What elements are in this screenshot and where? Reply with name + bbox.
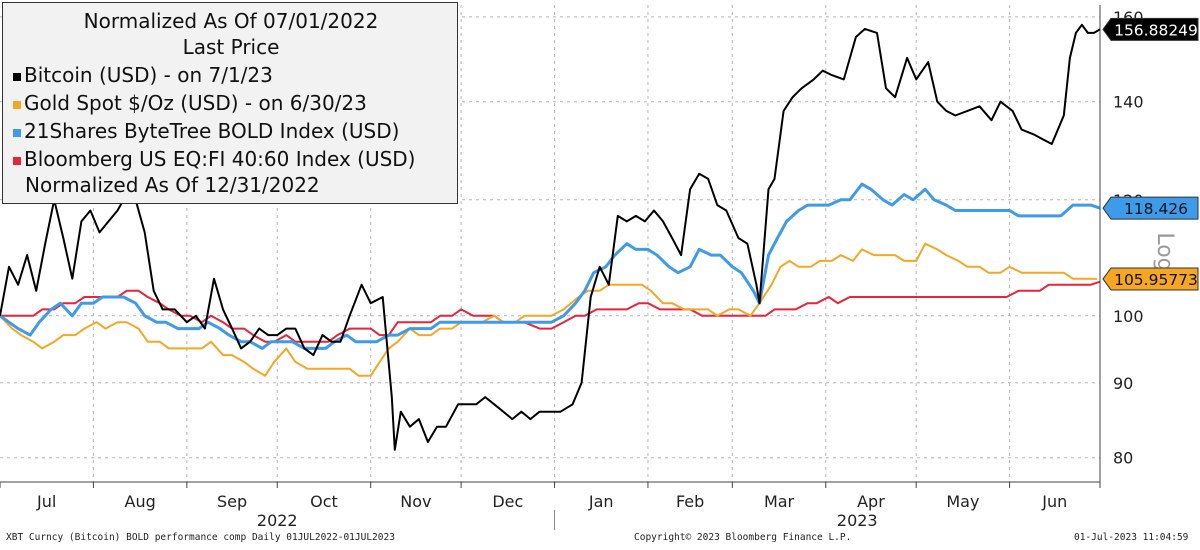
legend-label-bitcoin: Bitcoin (USD) - on 7/1/23 [24, 63, 273, 87]
legend-swatch-bold [13, 128, 21, 137]
year-label-2022: 2022 [257, 511, 298, 530]
legend-entry-gold: Gold Spot $/Oz (USD) - on 6/30/23 [3, 91, 459, 115]
x-tick-label-feb: Feb [676, 492, 704, 511]
legend-swatch-bitcoin [13, 72, 21, 81]
legend-title: Normalized As Of 07/01/2022 [83, 9, 379, 33]
axes: 8090100120140160JulAugSepOctNovDecJanFeb… [0, 5, 1199, 530]
x-tick-label-dec: Dec [492, 492, 523, 511]
last-value-tag-bold: 118.426 [1102, 196, 1199, 220]
x-tick-label-jul: Jul [36, 492, 56, 511]
series-line-bold [0, 182, 1101, 350]
legend-subtitle: Last Price [182, 35, 280, 59]
footer-center: Copyright© 2023 Bloomberg Finance L.P. [634, 532, 852, 543]
footer-right: 01-Jul-2023 11:04:59 [1074, 532, 1189, 543]
year-label-2023: 2023 [837, 511, 878, 530]
last-value-tag-gold-bg [1102, 267, 1199, 291]
x-tick-label-jun: Jun [1041, 492, 1067, 511]
legend-entry-bitcoin: Bitcoin (USD) - on 7/1/23 [3, 63, 459, 87]
series-line-gold [0, 242, 1098, 377]
last-value-tag-gold: 105.95773 [1102, 267, 1199, 291]
legend-label-gold: Gold Spot $/Oz (USD) - on 6/30/23 [24, 91, 367, 115]
last-value-tag-bold-bg [1102, 196, 1199, 220]
series-lines [0, 23, 1101, 451]
last-value-tag-bold-label: 118.426 [1124, 200, 1188, 218]
series-line-6040 [0, 280, 1101, 343]
x-tick-label-apr: Apr [857, 492, 885, 511]
x-tick-label-jan: Jan [588, 492, 614, 511]
legend-swatch-gold [13, 100, 21, 109]
log-scale-label: Log [1152, 232, 1177, 271]
y-tick-label-140: 140 [1113, 93, 1144, 112]
x-tick-label-oct: Oct [310, 492, 338, 511]
y-tick-label-80: 80 [1113, 449, 1133, 468]
legend-entry-bold: 21Shares ByteTree BOLD Index (USD) [3, 119, 459, 143]
x-tick-label-may: May [946, 492, 979, 511]
legend-swatch-6040 [13, 156, 21, 165]
last-value-tag-bitcoin-bg [1102, 17, 1199, 41]
footer-left: XBT Curncy (Bitcoin) BOLD performance co… [6, 532, 395, 543]
last-value-tag-bitcoin: 156.88249 [1102, 17, 1199, 41]
x-tick-label-nov: Nov [400, 492, 431, 511]
legend-footer: Normalized As Of 12/31/2022 [25, 173, 320, 197]
legend-label-6040: Bloomberg US EQ:FI 40:60 Index (USD) [24, 147, 416, 171]
last-value-tag-bitcoin-label: 156.88249 [1114, 21, 1198, 39]
y-tick-label-90: 90 [1113, 374, 1133, 393]
legend-entry-6040: Bloomberg US EQ:FI 40:60 Index (USD) [3, 147, 459, 171]
x-tick-label-aug: Aug [125, 492, 156, 511]
legend-label-bold: 21Shares ByteTree BOLD Index (USD) [24, 119, 400, 143]
y-tick-label-100: 100 [1113, 307, 1144, 326]
last-value-tag-gold-label: 105.95773 [1114, 271, 1198, 289]
series-line-bitcoin [0, 23, 1101, 451]
legend: Normalized As Of 07/01/2022 Last Price B… [2, 2, 458, 204]
x-tick-label-mar: Mar [764, 492, 795, 511]
x-tick-label-sep: Sep [217, 492, 247, 511]
